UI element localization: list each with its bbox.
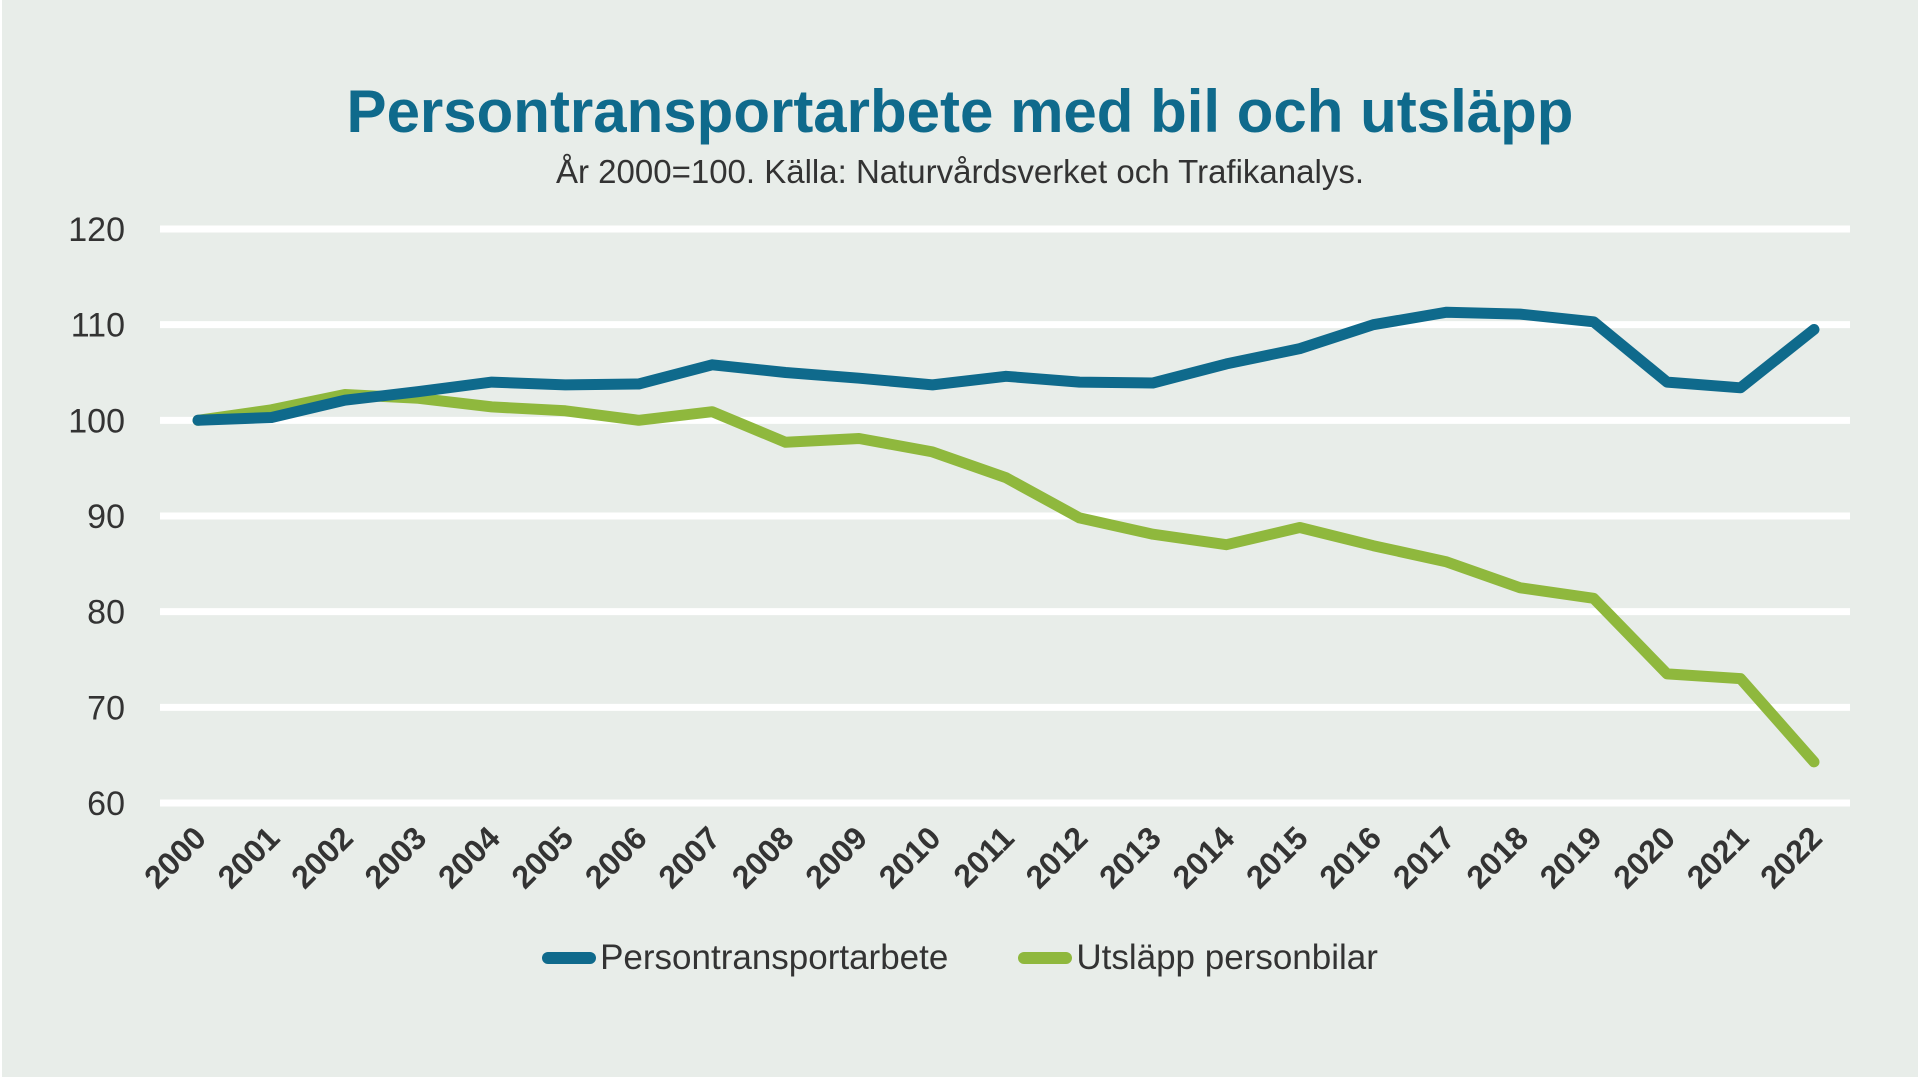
y-tick-label: 100 <box>68 402 125 440</box>
y-tick-label: 110 <box>71 307 125 345</box>
x-tick-label: 2013 <box>1092 819 1168 895</box>
x-tick-label: 2021 <box>1680 819 1756 895</box>
x-tick-label: 2019 <box>1533 819 1609 895</box>
y-tick-label: 120 <box>68 211 125 249</box>
series-lines <box>192 306 1820 768</box>
x-tick-label: 2015 <box>1239 819 1315 895</box>
legend-label-persontransportarbete: Persontransportarbete <box>600 938 949 977</box>
x-tick-label: 2020 <box>1606 819 1682 895</box>
x-tick-label: 2004 <box>431 819 507 895</box>
x-tick-label: 2022 <box>1753 819 1829 895</box>
x-tick-label: 2017 <box>1386 819 1462 895</box>
x-tick-label: 2002 <box>284 819 360 895</box>
legend-swatch-persontransportarbete <box>542 952 597 964</box>
x-tick-label: 2010 <box>872 819 948 895</box>
legend: Persontransportarbete Utsläpp personbila… <box>0 938 1920 978</box>
x-tick-label: 2012 <box>1019 819 1095 895</box>
legend-swatch-utslapp-personbilar <box>1018 952 1073 964</box>
chart-subtitle: År 2000=100. Källa: Naturvårdsverket och… <box>555 153 1364 190</box>
x-tick-label: 2006 <box>578 819 654 895</box>
x-tick-label: 2005 <box>504 819 580 895</box>
series-line-0 <box>192 306 1820 426</box>
chart-title: Persontransportarbete med bil och utsläp… <box>346 78 1574 145</box>
y-tick-label: 80 <box>87 594 125 632</box>
x-tick-label: 2008 <box>725 819 801 895</box>
legend-label-utslapp-personbilar: Utsläpp personbilar <box>1076 938 1378 977</box>
x-axis-ticks: 2000200120022003200420052006200720082009… <box>137 819 1829 895</box>
y-tick-label: 60 <box>87 785 125 823</box>
gridlines <box>160 225 1850 807</box>
x-tick-label: 2014 <box>1166 819 1242 895</box>
series-line-1 <box>192 389 1820 768</box>
x-tick-label: 2009 <box>798 819 874 895</box>
x-tick-label: 2001 <box>211 819 287 895</box>
x-tick-label: 2003 <box>358 819 434 895</box>
x-tick-label: 2018 <box>1459 819 1535 895</box>
legend-item-utslapp-personbilar: Utsläpp personbilar <box>1018 938 1378 978</box>
y-tick-label: 90 <box>87 498 125 536</box>
x-tick-label: 2007 <box>651 819 727 895</box>
x-tick-label: 2000 <box>137 819 213 895</box>
x-tick-label: 2011 <box>946 819 1021 894</box>
x-tick-label: 2016 <box>1312 819 1388 895</box>
legend-item-persontransportarbete: Persontransportarbete <box>542 938 948 978</box>
y-tick-label: 70 <box>87 689 125 727</box>
y-axis-ticks: 60 70 80 90 100 110 120 <box>68 211 125 823</box>
